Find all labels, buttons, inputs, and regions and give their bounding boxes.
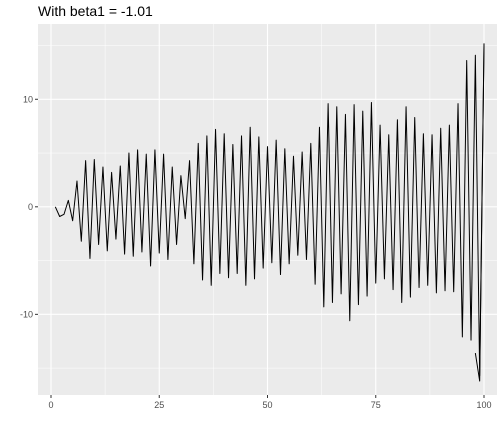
y-tick-label: -10 — [20, 309, 33, 319]
x-tick-label: 50 — [262, 400, 272, 410]
series-line-1 — [54, 43, 485, 377]
y-tick-label: 0 — [28, 202, 33, 212]
x-axis: 0 25 50 75 100 — [48, 395, 492, 410]
y-axis: -10 0 10 — [20, 94, 38, 319]
x-tick-label: 100 — [476, 400, 491, 410]
series-layer — [54, 43, 485, 382]
x-tick-label: 0 — [48, 400, 53, 410]
chart-title: With beta1 = -1.01 — [38, 3, 153, 19]
y-tick-label: 10 — [23, 94, 33, 104]
x-tick-label: 25 — [154, 400, 164, 410]
series-line-2 — [474, 45, 485, 382]
x-tick-label: 75 — [371, 400, 381, 410]
grid-major — [38, 24, 497, 395]
